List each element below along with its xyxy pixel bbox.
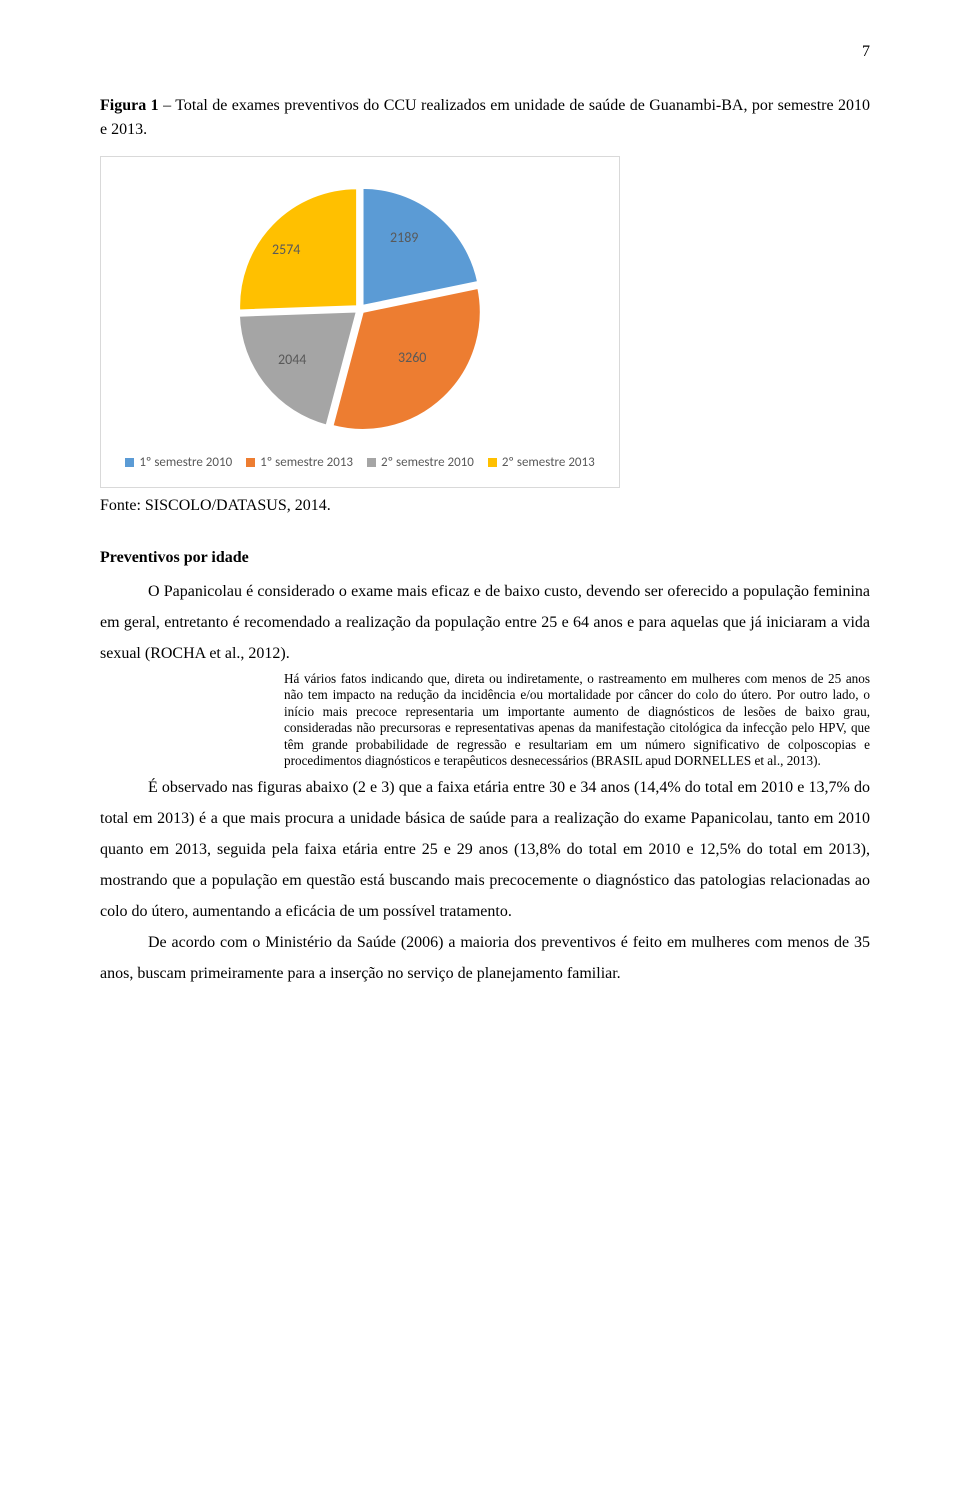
- source-line: Fonte: SISCOLO/DATASUS, 2014.: [100, 494, 870, 518]
- pie-svg: [190, 179, 530, 439]
- legend-item-1: 1º semestre 2010: [125, 453, 232, 473]
- legend-swatch-3: [367, 458, 376, 467]
- legend-item-2: 1º semestre 2013: [246, 453, 353, 473]
- legend-item-4: 2º semestre 2013: [488, 453, 595, 473]
- paragraph-1: O Papanicolau é considerado o exame mais…: [100, 576, 870, 669]
- pie-label-2574: 2574: [272, 239, 300, 260]
- pie-chart: 2574 2189 2044 3260: [190, 179, 530, 439]
- pie-label-3260: 3260: [398, 347, 426, 368]
- figure-caption-bold: Figura 1: [100, 97, 159, 114]
- legend-swatch-2: [246, 458, 255, 467]
- legend-label-1: 1º semestre 2010: [139, 453, 232, 473]
- legend-label-3: 2º semestre 2010: [381, 453, 474, 473]
- page-number: 7: [100, 40, 870, 64]
- legend-swatch-4: [488, 458, 497, 467]
- pie-chart-container: 2574 2189 2044 3260 1º semestre 2010 1º …: [100, 156, 620, 488]
- legend-label-2: 1º semestre 2013: [260, 453, 353, 473]
- legend-item-3: 2º semestre 2010: [367, 453, 474, 473]
- paragraph-2-text: É observado nas figuras abaixo (2 e 3) q…: [100, 779, 870, 920]
- block-quote: Há vários fatos indicando que, direta ou…: [284, 671, 870, 770]
- pie-legend: 1º semestre 2010 1º semestre 2013 2º sem…: [101, 453, 619, 473]
- legend-label-4: 2º semestre 2013: [502, 453, 595, 473]
- paragraph-3: De acordo com o Ministério da Saúde (200…: [100, 927, 870, 989]
- paragraph-1-text: O Papanicolau é considerado o exame mais…: [100, 583, 870, 662]
- paragraph-2: É observado nas figuras abaixo (2 e 3) q…: [100, 772, 870, 927]
- pie-label-2189: 2189: [390, 227, 418, 248]
- pie-label-2044: 2044: [278, 349, 306, 370]
- paragraph-3-text: De acordo com o Ministério da Saúde (200…: [100, 934, 870, 982]
- section-heading: Preventivos por idade: [100, 546, 870, 570]
- figure-caption-rest: – Total de exames preventivos do CCU rea…: [100, 97, 870, 138]
- legend-swatch-1: [125, 458, 134, 467]
- figure-caption: Figura 1 – Total de exames preventivos d…: [100, 94, 870, 142]
